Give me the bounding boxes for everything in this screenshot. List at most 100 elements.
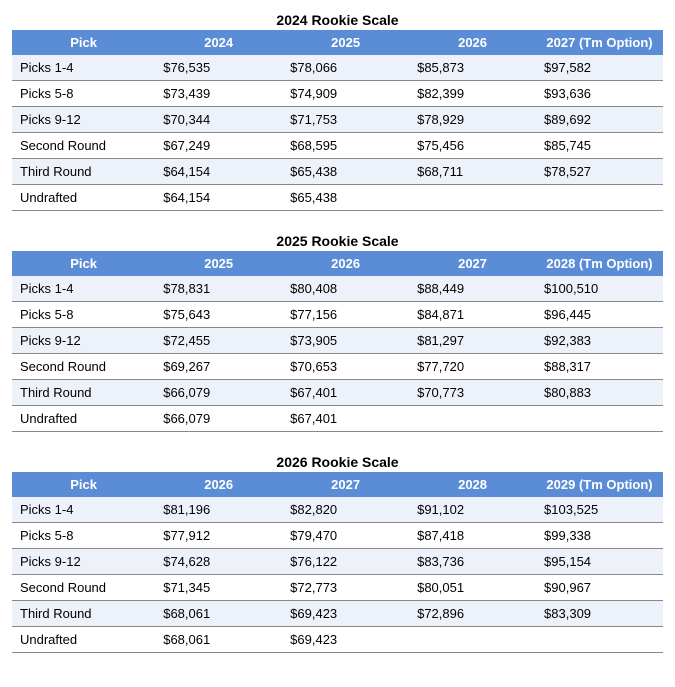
table-row: Picks 9-12$70,344$71,753$78,929$89,692: [12, 107, 663, 133]
value-cell: $97,582: [536, 55, 663, 81]
value-cell: $82,399: [409, 81, 536, 107]
value-cell: $66,079: [155, 380, 282, 406]
pick-cell: Third Round: [12, 380, 155, 406]
column-header: 2028 (Tm Option): [536, 251, 663, 276]
value-cell: $80,408: [282, 276, 409, 302]
pick-cell: Undrafted: [12, 185, 155, 211]
value-cell: $78,929: [409, 107, 536, 133]
value-cell: $70,344: [155, 107, 282, 133]
value-cell: $69,423: [282, 601, 409, 627]
value-cell: $70,653: [282, 354, 409, 380]
value-cell: $82,820: [282, 497, 409, 523]
table-row: Undrafted$66,079$67,401: [12, 406, 663, 432]
value-cell: $76,535: [155, 55, 282, 81]
value-cell: $100,510: [536, 276, 663, 302]
pick-cell: Picks 5-8: [12, 523, 155, 549]
value-cell: $99,338: [536, 523, 663, 549]
table-row: Picks 9-12$72,455$73,905$81,297$92,383: [12, 328, 663, 354]
value-cell: [409, 185, 536, 211]
value-cell: $71,345: [155, 575, 282, 601]
column-header: 2026: [409, 30, 536, 55]
column-header: 2025: [282, 30, 409, 55]
value-cell: $67,401: [282, 380, 409, 406]
value-cell: $68,595: [282, 133, 409, 159]
value-cell: $88,317: [536, 354, 663, 380]
pick-cell: Picks 5-8: [12, 302, 155, 328]
value-cell: $92,383: [536, 328, 663, 354]
table-title: 2026 Rookie Scale: [12, 454, 663, 472]
value-cell: $74,628: [155, 549, 282, 575]
value-cell: $75,643: [155, 302, 282, 328]
rookie-scale-table: 2024 Rookie ScalePick2024202520262027 (T…: [12, 12, 663, 211]
value-cell: $81,297: [409, 328, 536, 354]
value-cell: $84,871: [409, 302, 536, 328]
value-cell: $69,423: [282, 627, 409, 653]
column-header: 2028: [409, 472, 536, 497]
value-cell: $93,636: [536, 81, 663, 107]
table-row: Picks 1-4$81,196$82,820$91,102$103,525: [12, 497, 663, 523]
value-cell: [536, 627, 663, 653]
table-row: Second Round$69,267$70,653$77,720$88,317: [12, 354, 663, 380]
value-cell: $67,401: [282, 406, 409, 432]
pick-cell: Second Round: [12, 575, 155, 601]
value-cell: $72,896: [409, 601, 536, 627]
pick-cell: Picks 1-4: [12, 55, 155, 81]
value-cell: $73,439: [155, 81, 282, 107]
table-row: Second Round$67,249$68,595$75,456$85,745: [12, 133, 663, 159]
value-cell: $88,449: [409, 276, 536, 302]
column-header: Pick: [12, 472, 155, 497]
column-header: 2026: [155, 472, 282, 497]
table-row: Picks 1-4$76,535$78,066$85,873$97,582: [12, 55, 663, 81]
value-cell: $68,061: [155, 601, 282, 627]
value-cell: $68,711: [409, 159, 536, 185]
rookie-scale-table: 2026 Rookie ScalePick2026202720282029 (T…: [12, 454, 663, 653]
table-row: Undrafted$64,154$65,438: [12, 185, 663, 211]
value-cell: $75,456: [409, 133, 536, 159]
value-cell: $77,720: [409, 354, 536, 380]
table-row: Third Round$68,061$69,423$72,896$83,309: [12, 601, 663, 627]
header-row: Pick2024202520262027 (Tm Option): [12, 30, 663, 55]
pick-cell: Undrafted: [12, 627, 155, 653]
value-cell: $68,061: [155, 627, 282, 653]
column-header: 2027: [282, 472, 409, 497]
column-header: 2025: [155, 251, 282, 276]
value-cell: $74,909: [282, 81, 409, 107]
column-header: Pick: [12, 30, 155, 55]
table-row: Third Round$64,154$65,438$68,711$78,527: [12, 159, 663, 185]
value-cell: $83,309: [536, 601, 663, 627]
value-cell: $64,154: [155, 185, 282, 211]
value-cell: [536, 185, 663, 211]
column-header: 2024: [155, 30, 282, 55]
header-row: Pick2026202720282029 (Tm Option): [12, 472, 663, 497]
value-cell: $78,527: [536, 159, 663, 185]
pick-cell: Third Round: [12, 601, 155, 627]
value-cell: $65,438: [282, 185, 409, 211]
pick-cell: Picks 9-12: [12, 549, 155, 575]
value-cell: $76,122: [282, 549, 409, 575]
table-row: Picks 5-8$75,643$77,156$84,871$96,445: [12, 302, 663, 328]
pick-cell: Picks 9-12: [12, 328, 155, 354]
value-cell: $80,051: [409, 575, 536, 601]
value-cell: $77,912: [155, 523, 282, 549]
table-row: Undrafted$68,061$69,423: [12, 627, 663, 653]
table-row: Picks 5-8$77,912$79,470$87,418$99,338: [12, 523, 663, 549]
value-cell: $85,745: [536, 133, 663, 159]
column-header: 2027: [409, 251, 536, 276]
table-row: Picks 1-4$78,831$80,408$88,449$100,510: [12, 276, 663, 302]
pick-cell: Second Round: [12, 133, 155, 159]
value-cell: $72,773: [282, 575, 409, 601]
value-cell: $90,967: [536, 575, 663, 601]
table-row: Second Round$71,345$72,773$80,051$90,967: [12, 575, 663, 601]
value-cell: $72,455: [155, 328, 282, 354]
value-cell: $77,156: [282, 302, 409, 328]
value-cell: $71,753: [282, 107, 409, 133]
pick-cell: Undrafted: [12, 406, 155, 432]
value-cell: $80,883: [536, 380, 663, 406]
table-row: Picks 5-8$73,439$74,909$82,399$93,636: [12, 81, 663, 107]
table-title: 2025 Rookie Scale: [12, 233, 663, 251]
pick-cell: Third Round: [12, 159, 155, 185]
value-cell: $89,692: [536, 107, 663, 133]
rookie-scale-table: 2025 Rookie ScalePick2025202620272028 (T…: [12, 233, 663, 432]
value-cell: [409, 406, 536, 432]
value-cell: $79,470: [282, 523, 409, 549]
